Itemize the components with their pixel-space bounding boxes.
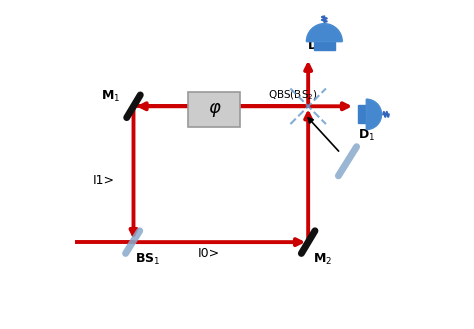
Wedge shape xyxy=(366,99,382,130)
Wedge shape xyxy=(307,24,342,41)
Text: QBS(BS$_2$): QBS(BS$_2$) xyxy=(268,89,318,102)
Bar xyxy=(314,41,335,50)
Bar xyxy=(358,106,366,123)
FancyBboxPatch shape xyxy=(189,92,240,127)
Text: I1>: I1> xyxy=(93,174,115,187)
Text: D$_0$: D$_0$ xyxy=(307,39,324,54)
Text: M$_1$: M$_1$ xyxy=(101,89,120,104)
Text: BS$_1$: BS$_1$ xyxy=(135,252,161,267)
Text: $\varphi$: $\varphi$ xyxy=(208,101,221,118)
Text: I0>: I0> xyxy=(198,247,220,260)
Text: D$_1$: D$_1$ xyxy=(358,128,375,143)
Wedge shape xyxy=(307,24,342,41)
Wedge shape xyxy=(366,99,382,130)
Text: M$_2$: M$_2$ xyxy=(313,252,332,267)
